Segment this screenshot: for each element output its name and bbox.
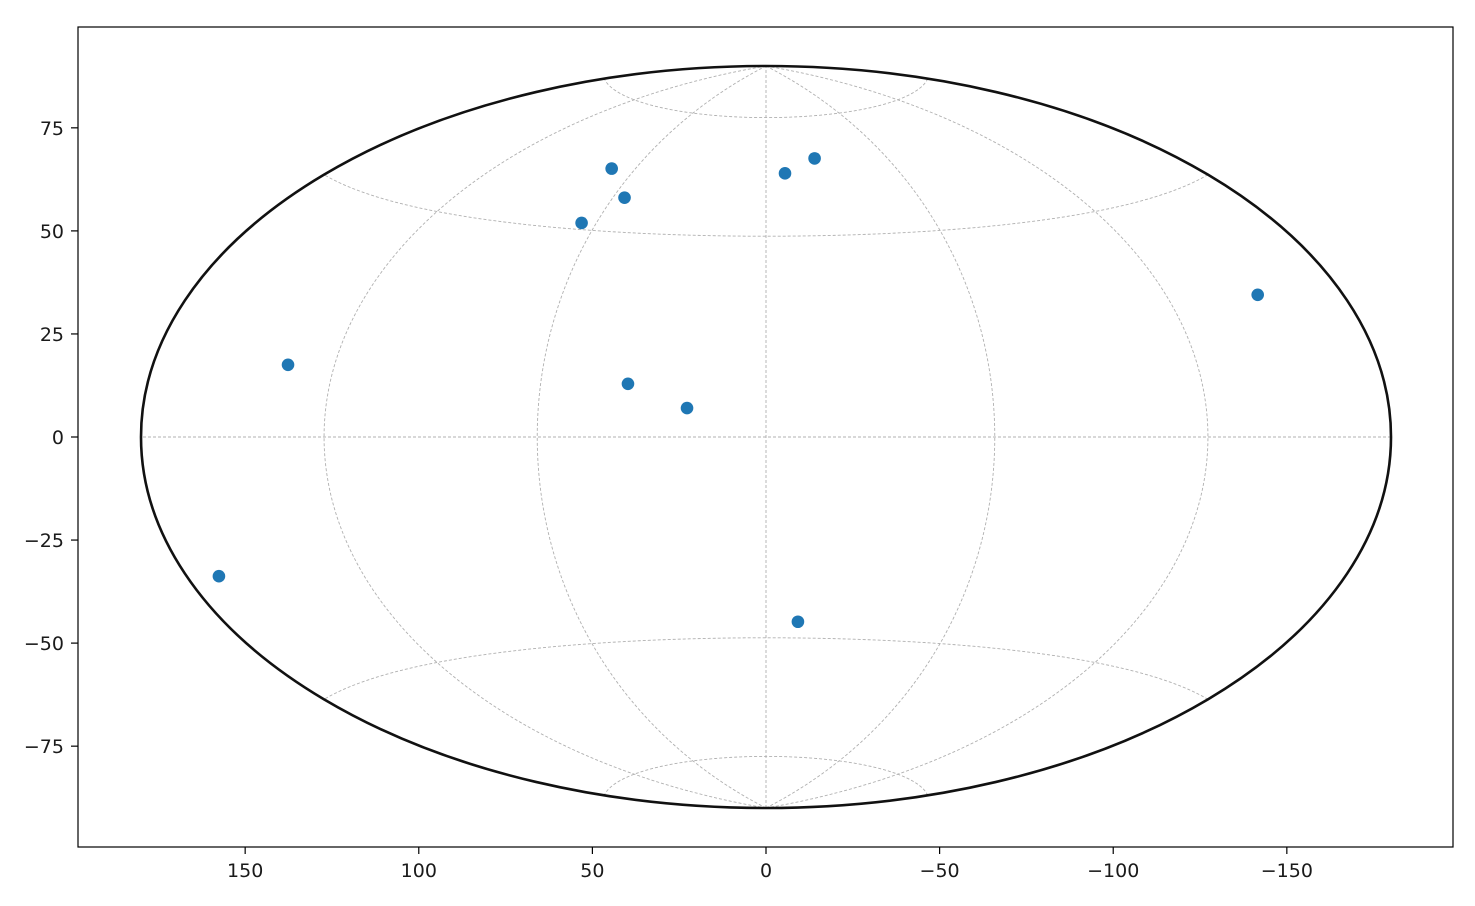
boundary-ellipse — [139, 64, 1393, 810]
scatter-point — [808, 152, 821, 165]
x-tick-label: 150 — [227, 860, 263, 882]
x-tick-label: −150 — [1261, 860, 1313, 882]
x-tick-label: 50 — [580, 860, 604, 882]
scatter-point — [1251, 288, 1264, 302]
scatter-point — [605, 162, 618, 175]
scatter-point — [621, 377, 635, 391]
scatter-point — [281, 358, 295, 372]
y-axis: 75 50 25 0 −25 −50 −75 — [24, 118, 78, 758]
y-tick-label: −50 — [24, 633, 64, 655]
y-tick-label: 75 — [40, 118, 64, 140]
y-tick-label: 25 — [40, 324, 64, 346]
x-tick-label: 100 — [401, 860, 437, 882]
meridian-line — [765, 65, 996, 809]
parallel-line — [323, 637, 1209, 700]
scatter-point — [212, 569, 226, 583]
meridian-line — [323, 65, 767, 809]
meridian-line — [536, 65, 767, 809]
y-tick-label: −25 — [24, 530, 64, 552]
projection-boundary — [139, 64, 1393, 810]
parallel-line — [603, 755, 929, 796]
y-tick-label: 50 — [40, 221, 64, 243]
scatter-point — [680, 401, 694, 415]
meridian-line — [765, 65, 1209, 809]
y-tick-label: 0 — [52, 427, 64, 449]
y-tick-label: −75 — [24, 736, 64, 758]
scatter-point — [618, 191, 631, 204]
x-tick-label: 0 — [760, 860, 772, 882]
x-axis: 150 100 50 0 −50 −100 −150 — [227, 847, 1313, 882]
scatter-point — [791, 615, 805, 629]
scatter-point — [575, 216, 588, 230]
graticule — [141, 65, 1391, 809]
parallel-line — [323, 174, 1209, 237]
scatter-series — [212, 152, 1264, 629]
x-tick-label: −50 — [920, 860, 960, 882]
x-tick-label: −100 — [1087, 860, 1139, 882]
parallel-line — [603, 78, 929, 119]
scatter-point — [778, 167, 792, 180]
